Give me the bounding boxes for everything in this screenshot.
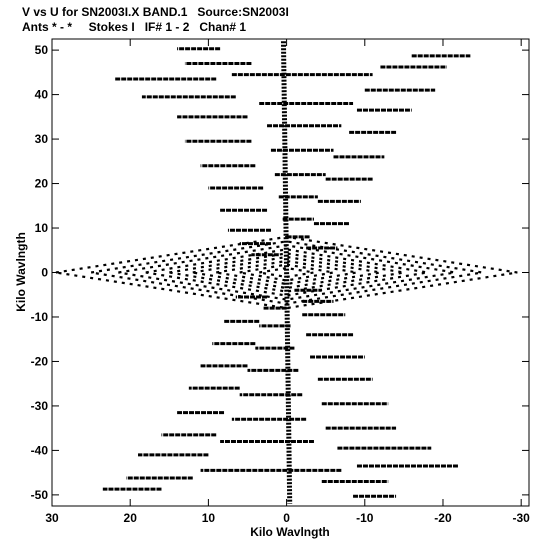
y-tick-label: 50 — [35, 43, 49, 57]
chart-title: V vs U for SN2003I.X BAND.1 Source:SN200… — [22, 5, 289, 19]
x-tick-label: -10 — [356, 511, 374, 525]
x-tick-label: -20 — [434, 511, 452, 525]
x-tick-label: -30 — [513, 511, 531, 525]
y-tick-label: -50 — [31, 488, 49, 502]
uv-ring-track — [55, 235, 518, 310]
y-axis-title: Kilo Wavlngth — [14, 232, 28, 312]
y-tick-label: -20 — [31, 354, 49, 368]
y-tick-label: 30 — [35, 132, 49, 146]
y-tick-label: 40 — [35, 88, 49, 102]
uv-ring-track — [118, 244, 455, 301]
uv-points — [55, 41, 518, 504]
y-tick-label: -40 — [31, 443, 49, 457]
y-axis: 50 40 30 20 10 0 -10 -20 -30 -40 -50 — [31, 43, 529, 502]
uv-ring-track — [259, 266, 315, 279]
chart-subtitle: Ants * - * Stokes I IF# 1 - 2 Chan# 1 — [22, 20, 247, 34]
x-tick-label: 30 — [45, 511, 59, 525]
x-tick-label: 0 — [283, 511, 290, 525]
x-axis-title: Kilo Wavlngth — [250, 525, 330, 539]
x-tick-label: 10 — [202, 511, 216, 525]
y-tick-label: -10 — [31, 310, 49, 324]
uv-track-spine — [280, 41, 293, 504]
x-axis: 30 20 10 0 -10 -20 -30 — [45, 39, 530, 525]
plot-frame — [51, 38, 530, 507]
y-tick-label: 20 — [35, 177, 49, 191]
y-tick-label: 0 — [41, 266, 48, 280]
x-tick-label: 20 — [124, 511, 138, 525]
y-tick-label: 10 — [35, 221, 49, 235]
y-tick-label: -30 — [31, 399, 49, 413]
